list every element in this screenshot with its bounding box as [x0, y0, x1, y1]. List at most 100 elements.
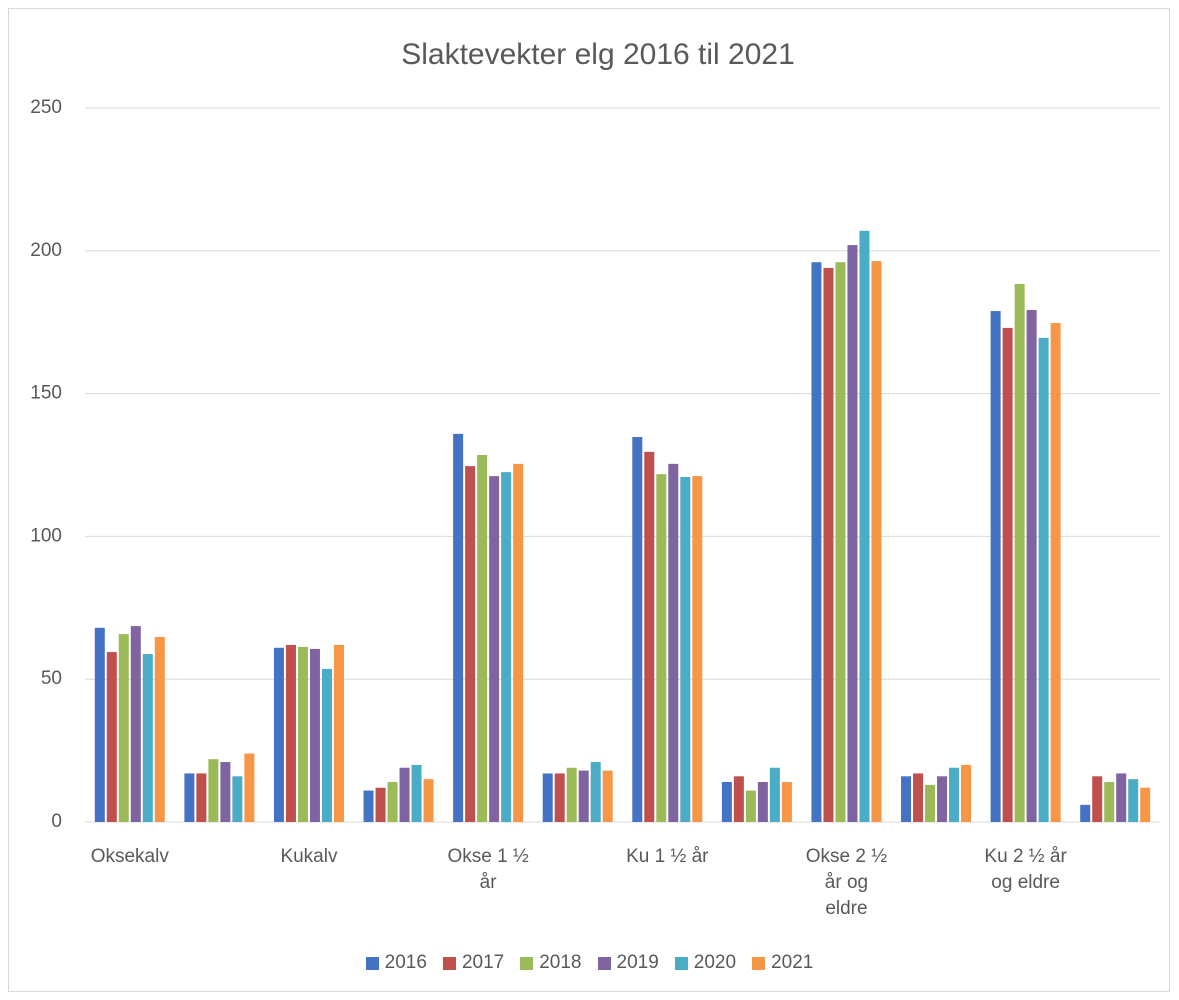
- bar: [811, 262, 822, 822]
- bar: [542, 773, 553, 822]
- bar: [566, 767, 577, 822]
- bar: [990, 311, 1001, 822]
- bar: [453, 433, 464, 822]
- bar: [554, 773, 565, 822]
- legend-swatch: [365, 956, 379, 970]
- bar: [208, 759, 219, 822]
- bar: [1038, 337, 1049, 822]
- bar: [602, 770, 613, 822]
- legend-label: 2018: [539, 952, 582, 973]
- bar: [184, 773, 195, 822]
- legend-label: 2016: [384, 952, 427, 973]
- bar: [321, 668, 332, 822]
- y-tick-label: 100: [30, 525, 62, 546]
- x-tick-label: Okse 1 ½ år: [447, 846, 529, 893]
- legend-label: 2020: [693, 952, 737, 973]
- bar: [1002, 327, 1013, 822]
- bar: [632, 437, 643, 822]
- bar: [781, 782, 792, 822]
- bar: [1050, 323, 1061, 822]
- bar: [1026, 309, 1037, 822]
- bar: [590, 762, 601, 822]
- bar: [961, 764, 972, 822]
- bar: [220, 762, 231, 822]
- bar: [937, 776, 948, 822]
- y-tick-label: 250: [30, 97, 62, 118]
- bar: [835, 262, 846, 822]
- bar: [1116, 773, 1127, 822]
- bar: [232, 776, 243, 822]
- bar: [823, 267, 834, 822]
- legend-item: 2017: [442, 952, 505, 974]
- bar: [949, 767, 960, 822]
- legend-label: 2017: [461, 952, 505, 973]
- bar: [1140, 787, 1151, 822]
- chart-title: Slaktevekter elg 2016 til 2021: [401, 38, 795, 71]
- bar: [1080, 804, 1091, 822]
- legend-item: 2020: [674, 952, 737, 974]
- bar: [273, 647, 284, 822]
- bar: [769, 767, 780, 822]
- bar: [733, 776, 744, 822]
- bar: [106, 652, 117, 822]
- bar: [668, 463, 679, 822]
- y-tick-label: 150: [30, 383, 62, 404]
- bar: [411, 764, 422, 822]
- bar: [297, 646, 308, 822]
- bar: [94, 627, 105, 822]
- legend-item: 2018: [520, 952, 582, 974]
- legend-item: 2016: [365, 952, 427, 974]
- bar: [578, 770, 589, 822]
- legend-label: 2021: [771, 952, 814, 973]
- x-tick-label: Ku 1 ½ år: [626, 846, 709, 867]
- x-tick-label: Kukalv: [280, 846, 338, 867]
- bar: [399, 767, 410, 822]
- bar: [465, 466, 476, 822]
- bar: [1128, 779, 1139, 822]
- legend-swatch: [520, 956, 534, 970]
- legend: 2016 2017 2018 2019 2020 2021: [0, 952, 1179, 974]
- bar: [387, 782, 398, 822]
- bar: [309, 648, 320, 822]
- y-tick-label: 50: [41, 668, 62, 689]
- bar: [644, 451, 655, 822]
- bar: [1104, 782, 1115, 822]
- bar: [130, 626, 141, 822]
- bar: [721, 782, 732, 822]
- bar: [745, 790, 756, 822]
- bar: [859, 230, 870, 823]
- bar: [656, 474, 667, 822]
- bar: [285, 644, 296, 822]
- bar: [513, 463, 524, 822]
- legend-swatch: [442, 956, 456, 970]
- x-tick-label: Ku 2 ½ år og eldre: [984, 846, 1067, 893]
- bar: [692, 476, 703, 822]
- bar: [423, 779, 434, 822]
- bar: [244, 753, 255, 822]
- x-tick-label: Okse 2 ½ år og eldre: [805, 846, 888, 919]
- bar: [142, 654, 153, 822]
- bar: [680, 476, 691, 822]
- bar: [847, 245, 858, 822]
- bar: [333, 644, 344, 822]
- y-tick-label: 0: [51, 811, 62, 832]
- bar: [375, 787, 386, 822]
- bar: [477, 455, 488, 822]
- legend-item: 2021: [752, 952, 813, 974]
- bar: [501, 472, 512, 822]
- legend-swatch: [752, 956, 766, 970]
- bar: [871, 261, 882, 822]
- bar: [118, 634, 129, 822]
- legend-swatch: [597, 956, 611, 970]
- bar: [1092, 776, 1103, 822]
- legend-swatch: [674, 956, 688, 970]
- bar: [1014, 283, 1025, 823]
- legend-item: 2019: [597, 952, 659, 974]
- bar: [757, 782, 768, 822]
- chart-frame: [8, 8, 1170, 992]
- bar: [901, 776, 912, 822]
- x-tick-label: Oksekalv: [90, 846, 169, 867]
- bar: [489, 476, 500, 822]
